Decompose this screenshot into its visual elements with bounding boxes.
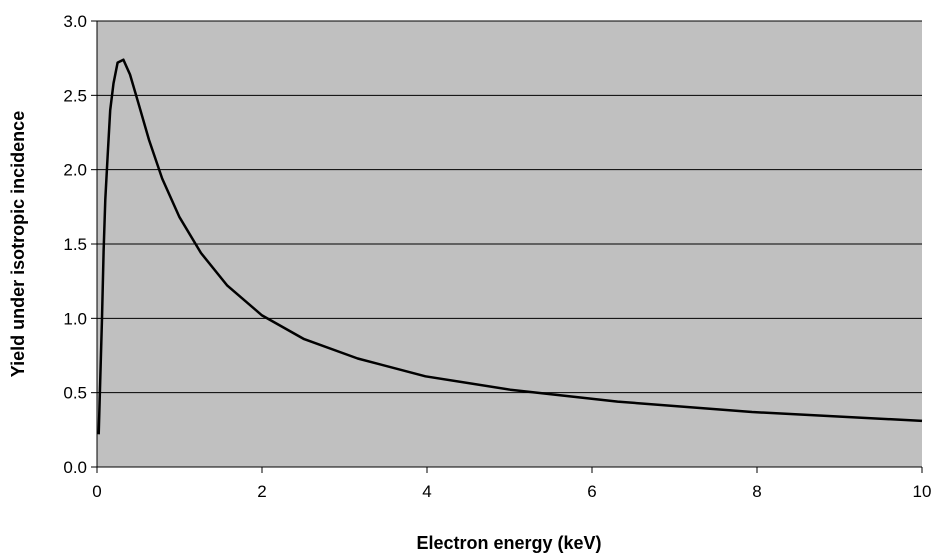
axes [91,20,923,473]
x-tick-label: 0 [92,482,101,501]
y-tick-label: 0.0 [63,458,87,477]
y-tick-label: 2.0 [63,161,87,180]
y-axis-title: Yield under isotropic incidence [8,111,28,377]
y-tick-label: 1.0 [63,309,87,328]
y-tick-label: 2.5 [63,86,87,105]
gridlines [97,20,922,394]
x-tick-label: 2 [257,482,266,501]
series-line [97,58,923,435]
x-tick-label: 4 [422,482,431,501]
series [97,58,923,435]
y-tick-label: 3.0 [63,12,87,31]
y-tick-label: 1.5 [63,235,87,254]
x-tick-label: 8 [752,482,761,501]
x-tick-label: 10 [913,482,932,501]
tick-labels: 0.0 0.5 1.0 1.5 2.0 2.5 3.0 0 2 4 6 8 10 [63,12,931,501]
y-tick-label: 0.5 [63,384,87,403]
x-axis-title: Electron energy (keV) [416,533,601,553]
x-tick-label: 6 [587,482,596,501]
